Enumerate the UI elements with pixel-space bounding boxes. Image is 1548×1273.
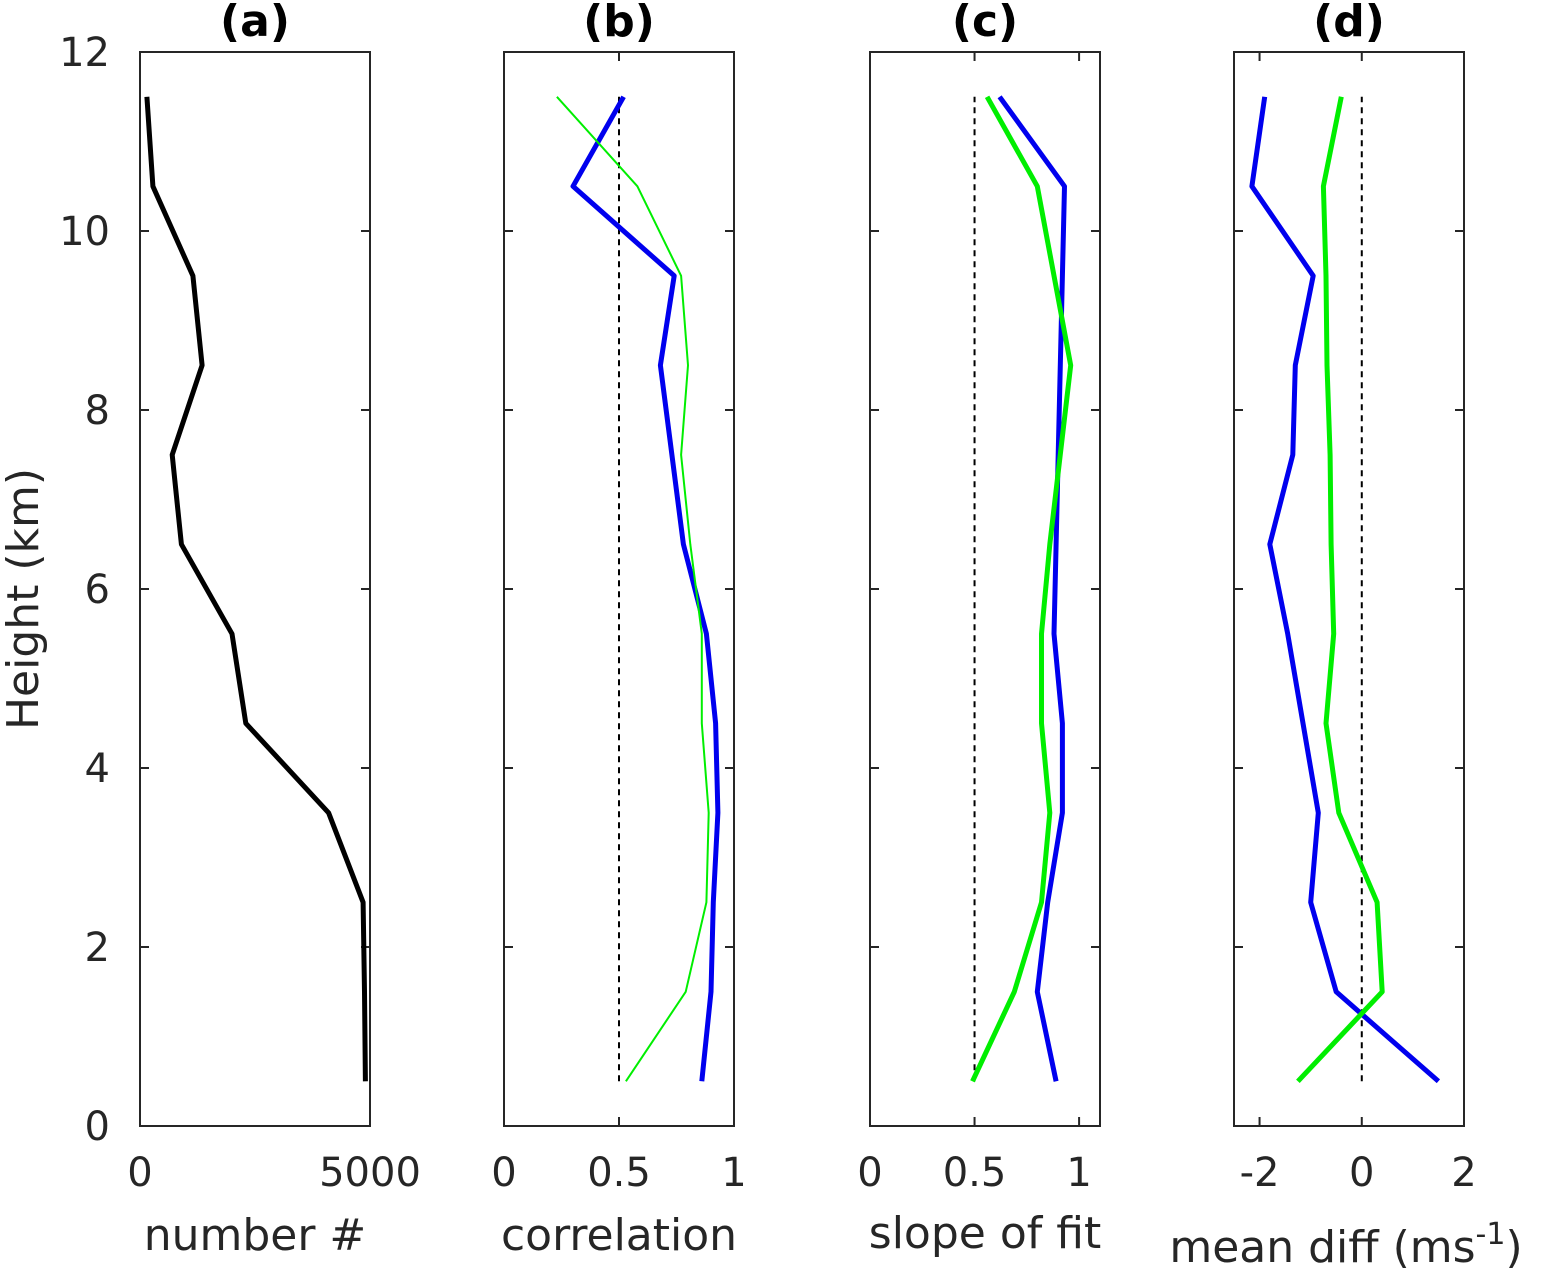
panel-title: (d) [1313,0,1385,47]
panel-b: 0 0.5 1 (b) correlation [491,0,746,1261]
x-tick-label: 2 [1451,1150,1476,1196]
x-tick-label: 0 [1349,1150,1374,1196]
y-axis-label: Height (km) [0,468,49,730]
x-tick-label: 0.5 [943,1150,1007,1196]
panel-a: 0 2 4 6 8 10 12 0 5000 (a) number # Height (km) [0,0,421,1261]
x-tick-label: 0 [857,1150,882,1196]
series-line-1 [1249,96,1441,1084]
y-tick-label: 4 [85,746,110,792]
x-tick-label: 0.5 [587,1150,651,1196]
x-axis-label: correlation [501,1210,737,1261]
panel-title: (a) [220,0,290,47]
series-line-1 [570,95,721,1082]
x-axis-label: mean diff (ms-1) [1169,1217,1522,1273]
y-tick-label: 0 [85,1104,110,1150]
y-tick-label: 2 [85,925,110,971]
x-tick-label: 5000 [319,1150,421,1196]
panel-title: (c) [952,0,1018,47]
plot-frame [503,51,735,1127]
y-tick-label: 6 [85,567,110,613]
series-line-1 [144,96,368,1082]
plot-frame [139,51,371,1127]
x-tick-label: 0 [127,1150,152,1196]
panel-c: 0 0.5 1 (c) slope of fit [857,0,1101,1259]
y-tick-label: 10 [59,209,110,255]
x-tick-label: -2 [1240,1150,1280,1196]
y-tick-label: 8 [85,388,110,434]
panel-d: -2 0 2 (d) mean diff (ms-1) [1169,0,1522,1273]
series-line-2 [556,96,710,1082]
x-tick-label: 1 [1066,1150,1091,1196]
x-axis-label: slope of fit [869,1208,1101,1259]
x-axis-label: number # [144,1210,367,1261]
series-line-2 [970,95,1074,1083]
x-tick-label: 0 [491,1150,516,1196]
panel-title: (b) [583,0,655,47]
x-tick-label: 1 [721,1150,746,1196]
series-line-2 [1296,96,1385,1084]
y-tick-label: 12 [59,30,110,76]
